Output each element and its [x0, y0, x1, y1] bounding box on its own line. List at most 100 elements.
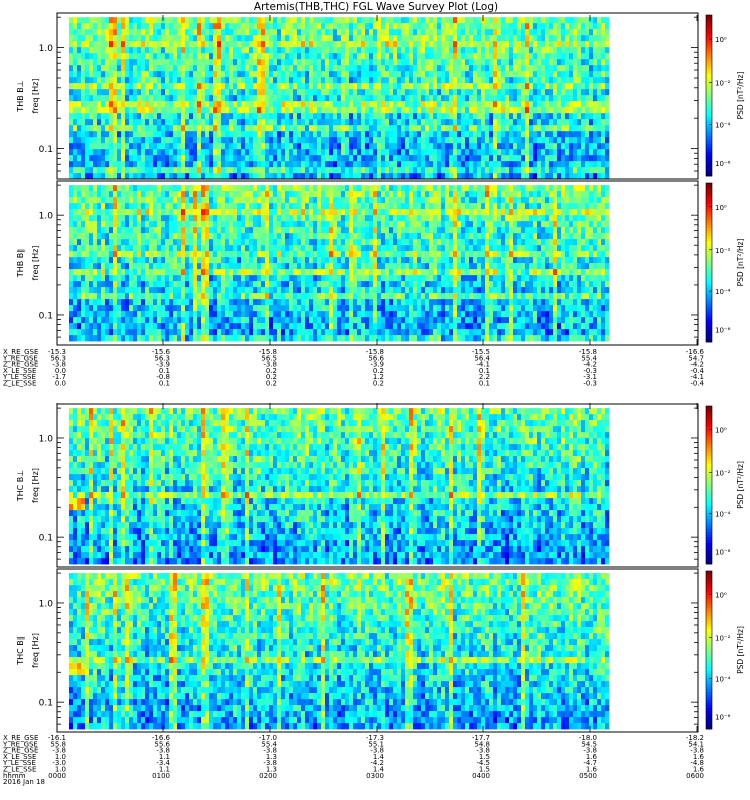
ephemeris-value: 0.0	[55, 367, 66, 375]
ephemeris-row-label: Z_LE_SSE	[3, 380, 36, 388]
ephemeris-value: -0.3	[583, 367, 597, 375]
panel-name: THB B⊥	[16, 80, 25, 112]
ephemeris-value: 1.3	[266, 766, 277, 774]
ephemeris-row-label: Y_RE_GSE	[2, 354, 38, 362]
ephemeris-value: 0300	[366, 772, 384, 780]
ephemeris-value: 55.1	[368, 740, 384, 748]
colorbar-tick-label: 10⁻⁶	[715, 713, 731, 721]
ephemeris-value: 0.1	[479, 380, 490, 388]
colorbar-tick-label: 10⁻⁶	[715, 548, 731, 556]
ephemeris-value: -18.0	[579, 734, 597, 742]
ephemeris-value: 1.4	[373, 753, 385, 761]
ephemeris-value: -17.7	[472, 734, 490, 742]
y-axis-label: freq [Hz]	[31, 468, 40, 503]
colorbar-tick-label: 10⁻²	[715, 80, 731, 88]
ephemeris-value: -3.0	[52, 759, 66, 767]
spectrogram-panel: 0.1 1.0 THC B⊥ freq [Hz] 10⁰ 10⁻² 10⁻⁴ 10⁻⁶ PSD …	[16, 403, 745, 568]
ephemeris-value: 0500	[579, 772, 597, 780]
ephemeris-value: 1.2	[373, 373, 384, 381]
y-axis-ticks	[57, 184, 698, 338]
spectrogram-image	[69, 573, 610, 730]
ephemeris-row-label: X_RE_GSE	[3, 734, 38, 742]
colorbar-tick-label: 10⁰	[715, 427, 727, 435]
ephemeris-row-label: Z_LE_SSE	[3, 766, 36, 774]
ephemeris-value: 0.2	[373, 380, 384, 388]
ephemeris-value: 0200	[259, 772, 277, 780]
spectrogram-panel: 0.1 1.0 THB B∥ freq [Hz] 10⁰ 10⁻² 10⁻⁴ 10⁻⁶ PSD …	[16, 180, 745, 346]
ephemeris-row-label: X_LE_SSE	[3, 753, 36, 761]
colorbar: 10⁰ 10⁻² 10⁻⁴ 10⁻⁶ PSD [nT²/Hz]	[705, 182, 745, 343]
colorbar-tick-label: 10⁰	[715, 204, 727, 212]
ephemeris-row-label: Z_RE_GSE	[3, 361, 38, 369]
ephemeris-value: -16.6	[152, 734, 171, 742]
ephemeris-value: -17.0	[259, 734, 277, 742]
y-tick-label: 0.1	[39, 311, 53, 321]
ephemeris-tables: X_RE_GSE -15.3 -15.6 -15.8 -15.8 -15.5 -15.8 -1…	[2, 348, 705, 786]
colorbar: 10⁰ 10⁻² 10⁻⁴ 10⁻⁶ PSD [nT²/Hz]	[705, 405, 745, 565]
ephemeris-value: -3.1	[583, 373, 597, 381]
ephemeris-value: -4.2	[370, 759, 384, 767]
ephemeris-value: 56.5	[261, 354, 277, 362]
colorbar-frame	[705, 182, 713, 343]
y-tick-label: 0.1	[39, 145, 53, 155]
ephemeris-row-label: X_LE_SSE	[3, 367, 36, 375]
ephemeris-value: -3.8	[370, 747, 384, 755]
ephemeris-value: 54.8	[474, 740, 490, 748]
ephemeris-value: 54.7	[688, 354, 704, 362]
y-axis-label: freq [Hz]	[31, 633, 40, 668]
ephemeris-value: 1.0	[55, 753, 66, 761]
ephemeris-value: -0.3	[583, 380, 597, 388]
y-tick-label: 1.0	[39, 599, 54, 609]
ephemeris-value: 0100	[152, 772, 170, 780]
ephemeris-value: 1.5	[479, 753, 490, 761]
panel-name: THB B∥	[16, 249, 25, 278]
ephemeris-value: 0.2	[266, 373, 277, 381]
colorbar-label: PSD [nT²/Hz]	[736, 626, 745, 674]
ephemeris-row-label: X_RE_GSE	[3, 348, 38, 356]
ephemeris-value: -15.6	[152, 348, 171, 356]
ephemeris-value: -3.8	[263, 361, 277, 369]
spectrogram-panels: 0.1 1.0 THB B⊥ freq [Hz] 10⁰ 10⁻² 10⁻⁴ 10⁻⁶ PSD …	[16, 12, 745, 733]
panel-name: THC B⊥	[16, 470, 25, 503]
ephemeris-value: 56.4	[474, 354, 490, 362]
ephemeris-value: 0.2	[373, 367, 384, 375]
colorbar-tick-label: 10⁻⁴	[715, 510, 731, 518]
ephemeris-value: 0.0	[55, 380, 66, 388]
y-axis-ticks	[57, 407, 698, 560]
colorbar-tick-label: 10⁻²	[715, 469, 731, 477]
ephemeris-value: 2.2	[479, 373, 490, 381]
ephemeris-value: 55.6	[154, 740, 170, 748]
y-tick-label: 1.0	[39, 434, 54, 444]
ephemeris-row-label: Y_LE_SSE	[2, 373, 36, 381]
ephemeris-value: 0.2	[266, 380, 277, 388]
ephemeris-value: -4.5	[476, 759, 490, 767]
ephemeris-value: 54.5	[581, 740, 597, 748]
ephemeris-row-label: hhmm	[3, 772, 26, 780]
ephemeris-row-label: Y_RE_GSE	[2, 740, 38, 748]
ephemeris-value: 0.1	[479, 367, 490, 375]
ephemeris-value: -0.4	[690, 380, 704, 388]
colorbar-tick-label: 10⁻⁶	[715, 160, 731, 168]
ephemeris-value: -15.8	[366, 348, 384, 356]
ephemeris-value: 56.3	[50, 354, 66, 362]
ephemeris-value: -4.1	[476, 361, 490, 369]
ephemeris-value: 0600	[686, 772, 704, 780]
ephemeris-value: -15.3	[48, 348, 66, 356]
ephemeris-value: 56.6	[368, 354, 384, 362]
ephemeris-value: -3.9	[156, 361, 170, 369]
y-axis-ticks	[57, 16, 698, 172]
ephemeris-value: 1.6	[693, 766, 705, 774]
colorbar-label: PSD [nT²/Hz]	[736, 461, 745, 509]
colorbar: 10⁰ 10⁻² 10⁻⁴ 10⁻⁶ PSD [nT²/Hz]	[705, 570, 745, 730]
ephemeris-value: -4.8	[690, 759, 704, 767]
ephemeris-value: 1.6	[693, 753, 705, 761]
ephemeris-value: 1.5	[479, 766, 490, 774]
ephemeris-value: 1.3	[266, 753, 277, 761]
y-axis-label: freq [Hz]	[31, 79, 40, 114]
ephemeris-value: -3.8	[583, 747, 597, 755]
ephemeris-value: -0.8	[156, 373, 170, 381]
colorbar-frame	[705, 14, 713, 177]
ephemeris-value: 56.3	[154, 354, 170, 362]
ephemeris-value: -15.8	[579, 348, 597, 356]
